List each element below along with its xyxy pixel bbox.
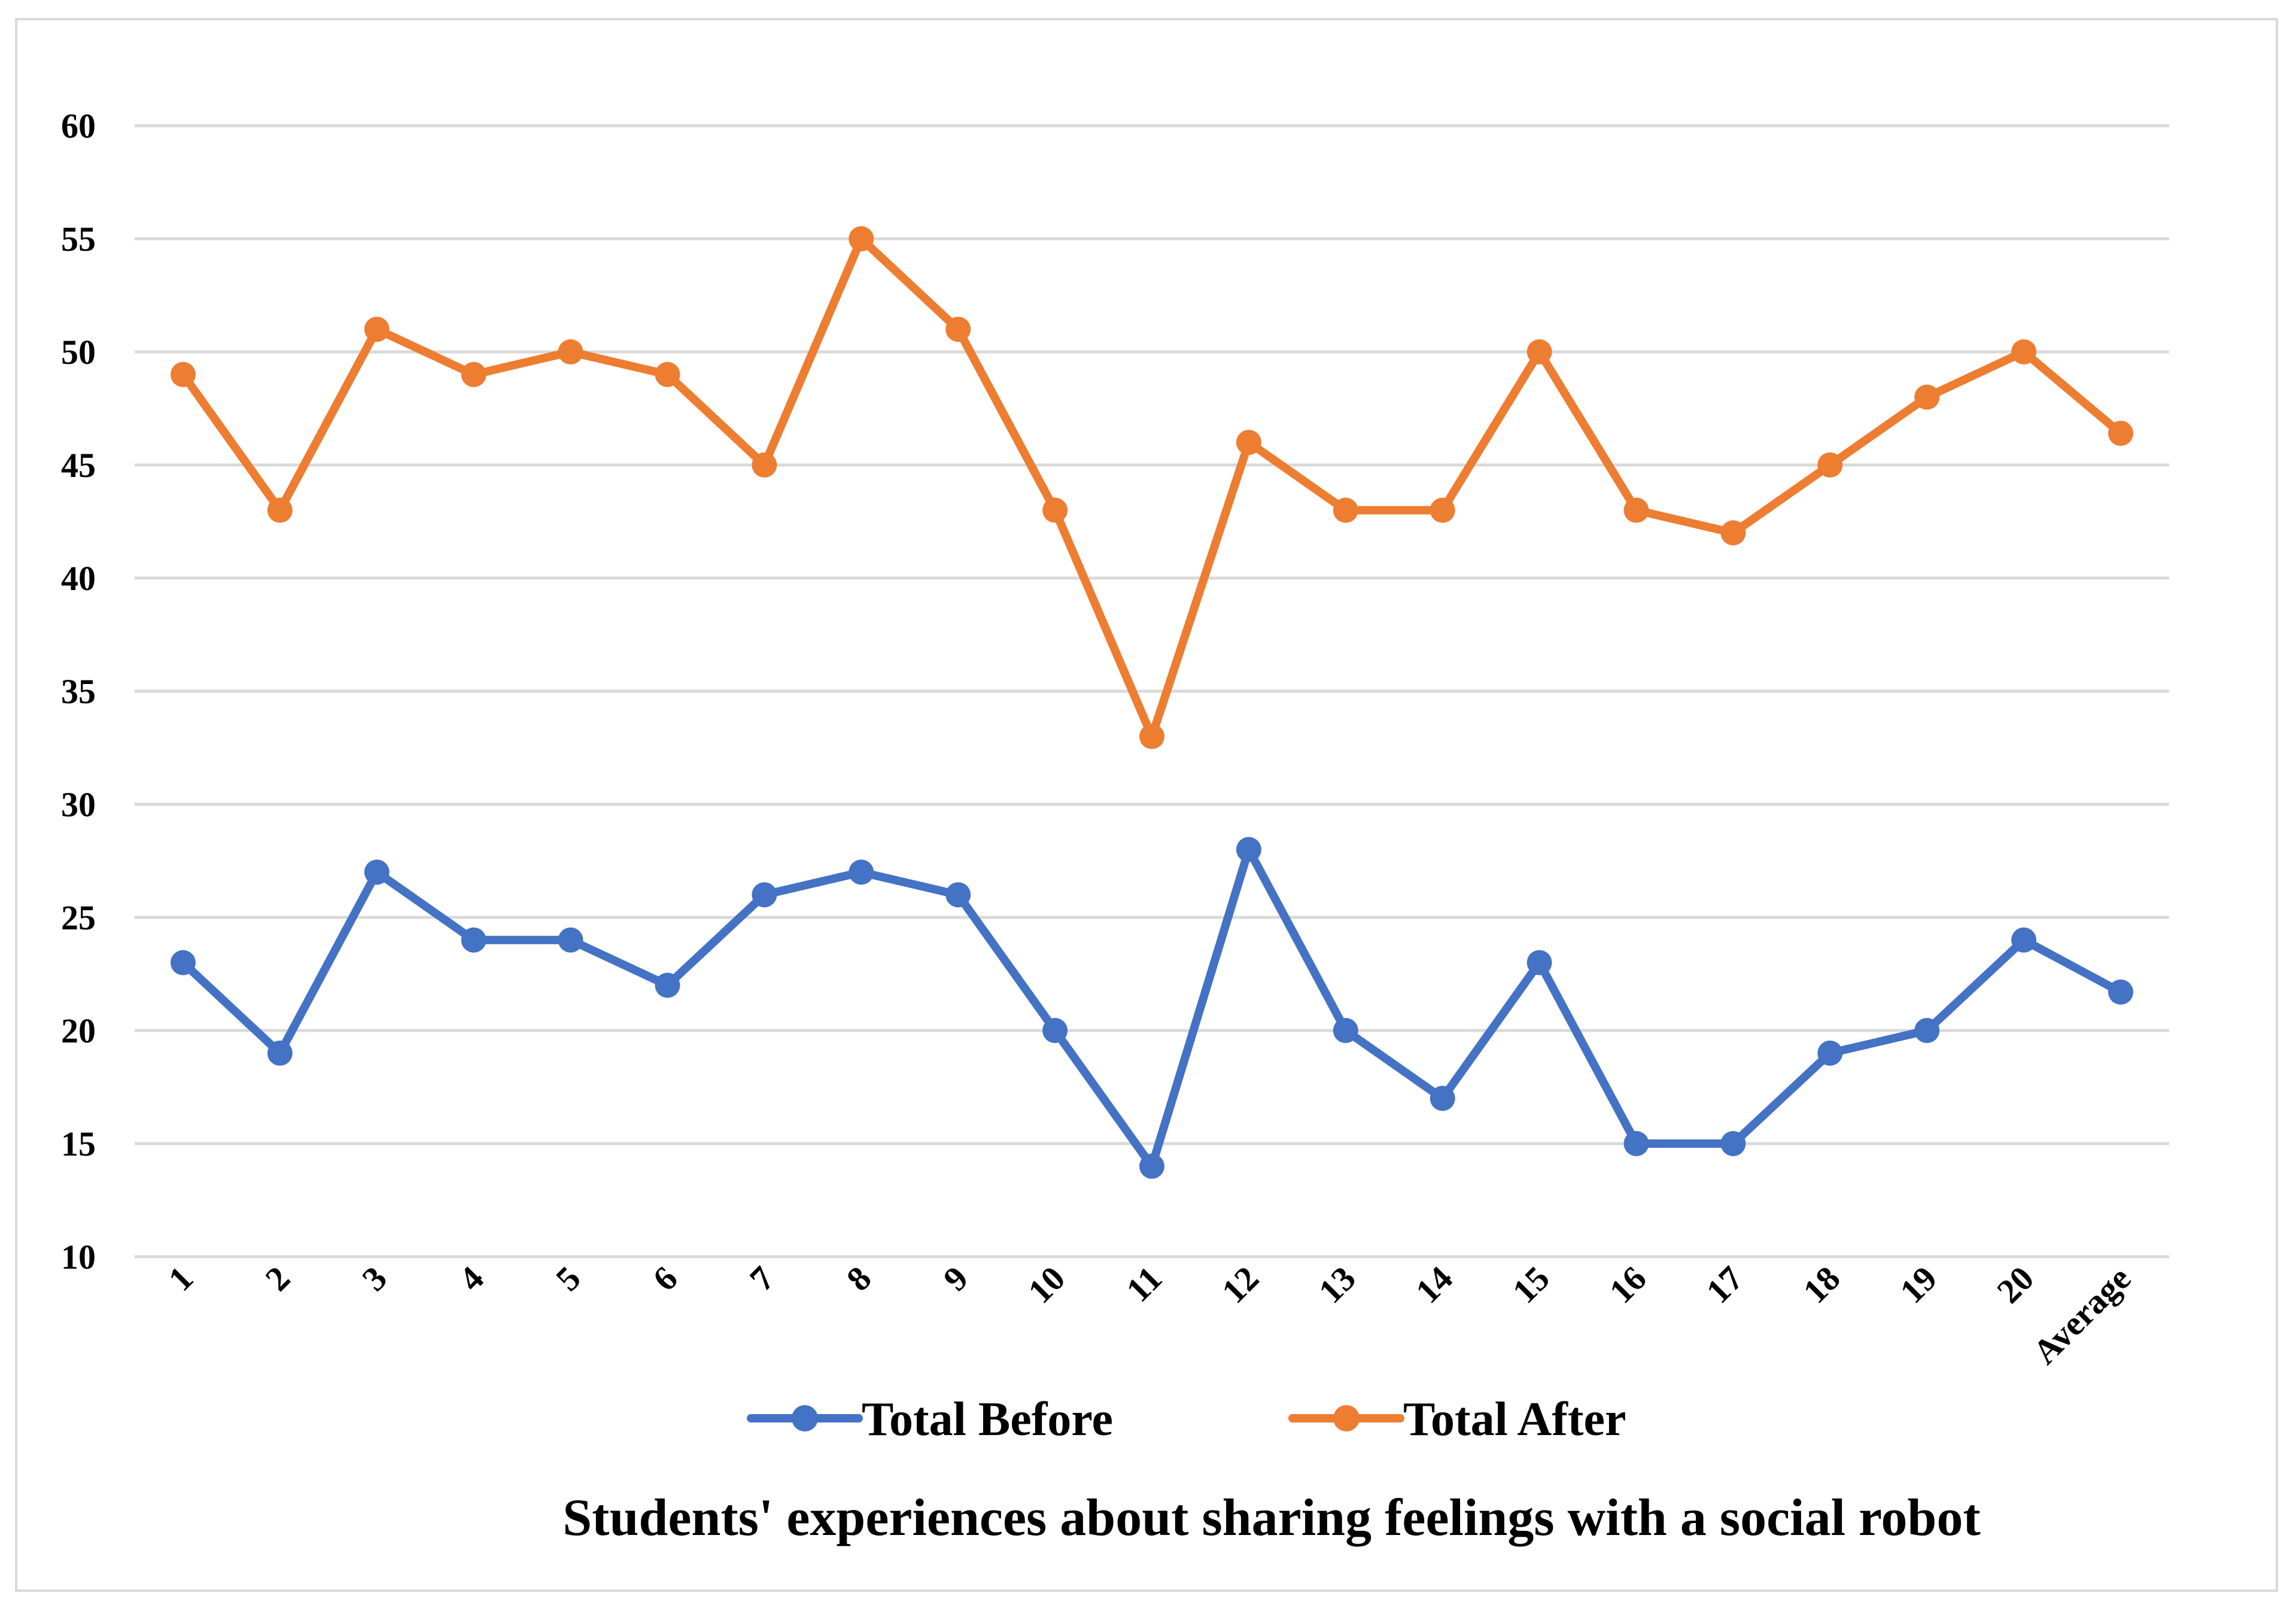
x-tick-label: 17: [1699, 1259, 1751, 1311]
data-point: [1236, 837, 1261, 862]
x-tick-label: 18: [1796, 1259, 1848, 1311]
data-point: [1139, 724, 1164, 749]
x-tick-label: 1: [161, 1259, 200, 1298]
data-point: [1333, 497, 1358, 523]
x-tick-label: 13: [1311, 1259, 1363, 1311]
data-point: [461, 927, 486, 953]
data-point: [1430, 497, 1455, 523]
data-point: [1914, 1018, 1940, 1043]
x-tick-label: 7: [742, 1259, 781, 1298]
x-tick-label: 14: [1408, 1259, 1460, 1311]
x-tick-label: 4: [451, 1259, 491, 1298]
data-point: [2108, 979, 2134, 1005]
x-tick-label: 11: [1118, 1259, 1169, 1309]
data-point: [849, 226, 874, 251]
x-tick-label: 5: [548, 1259, 588, 1298]
data-point: [170, 361, 196, 387]
y-tick-label: 60: [61, 107, 96, 145]
data-point: [655, 972, 680, 998]
data-point: [655, 361, 680, 387]
y-axis-ticks: 10 15 20 25 30 35 40 45 50 55 60: [61, 107, 96, 1276]
data-point: [267, 497, 293, 523]
data-point: [752, 452, 777, 478]
data-point: [945, 317, 971, 342]
data-point: [1236, 430, 1261, 455]
data-point: [1623, 497, 1649, 523]
y-tick-label: 35: [61, 672, 96, 711]
data-point: [1817, 1040, 1843, 1066]
x-tick-label: 8: [839, 1259, 878, 1298]
x-tick-label: 15: [1505, 1259, 1557, 1311]
legend-swatch-marker: [792, 1405, 818, 1431]
x-tick-label: 9: [936, 1259, 975, 1298]
data-point: [945, 882, 971, 908]
data-point: [1042, 497, 1068, 523]
legend-label: Total After: [1403, 1393, 1626, 1446]
series-line: [178, 845, 2125, 1171]
x-tick-label: 10: [1020, 1259, 1072, 1311]
y-tick-label: 15: [61, 1124, 96, 1163]
data-point: [1817, 452, 1843, 478]
data-point: [1720, 1131, 1746, 1156]
y-tick-label: 30: [61, 785, 96, 824]
data-point: [1526, 339, 1552, 364]
y-tick-label: 55: [61, 220, 96, 259]
x-tick-label: 3: [354, 1259, 394, 1298]
x-tick-label: 20: [1989, 1259, 2041, 1311]
data-point: [1914, 384, 1940, 410]
series-line: [178, 235, 2125, 741]
legend-item: Total Before: [747, 1393, 1113, 1446]
x-tick-label: 12: [1214, 1259, 1266, 1311]
x-tick-label: 16: [1602, 1259, 1654, 1311]
y-tick-label: 50: [61, 333, 96, 372]
y-tick-label: 45: [61, 446, 96, 485]
data-point: [461, 361, 486, 387]
data-point: [170, 950, 196, 975]
chart-title: Students' experiences about sharing feel…: [562, 1489, 1981, 1547]
y-tick-label: 10: [61, 1238, 96, 1276]
data-point: [2011, 927, 2037, 953]
series-total-before: [170, 837, 2134, 1179]
data-point: [558, 927, 583, 953]
series-total-after: [170, 226, 2134, 749]
legend: Total Before Total After: [747, 1393, 1626, 1446]
data-point: [752, 882, 777, 908]
x-tick-label: Average: [2026, 1259, 2139, 1372]
data-point: [1623, 1131, 1649, 1156]
y-tick-label: 20: [61, 1011, 96, 1050]
data-point: [1430, 1086, 1455, 1111]
y-tick-label: 40: [61, 559, 96, 598]
data-point: [1139, 1153, 1164, 1179]
data-point: [1720, 520, 1746, 546]
legend-swatch-marker: [1333, 1405, 1360, 1431]
data-point: [267, 1040, 293, 1066]
data-point: [558, 339, 583, 364]
x-tick-label: 2: [258, 1259, 297, 1298]
legend-item: Total After: [1288, 1393, 1626, 1446]
data-point: [1333, 1018, 1358, 1043]
series-lines: [170, 226, 2134, 1179]
legend-label: Total Before: [862, 1393, 1113, 1446]
data-point: [364, 859, 390, 885]
gridlines: [135, 124, 2169, 1259]
data-point: [1526, 950, 1552, 975]
x-tick-label: 6: [645, 1259, 685, 1298]
data-point: [849, 859, 874, 885]
data-point: [364, 317, 390, 342]
x-tick-label: 19: [1892, 1259, 1944, 1311]
data-point: [1042, 1018, 1068, 1043]
data-point: [2011, 339, 2037, 364]
y-tick-label: 25: [61, 898, 96, 937]
data-point: [2108, 421, 2134, 446]
